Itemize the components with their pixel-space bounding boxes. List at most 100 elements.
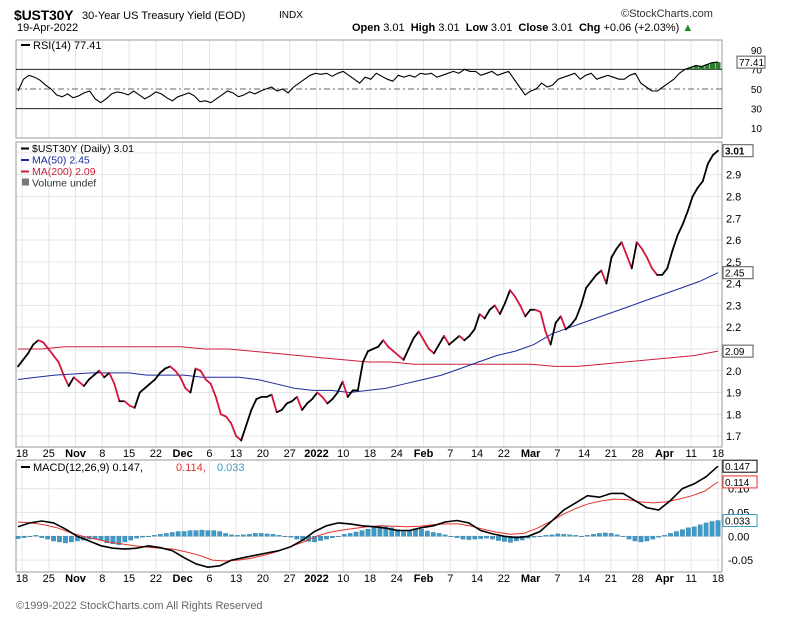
price-segment <box>691 186 699 198</box>
price-segment <box>630 241 638 270</box>
histogram-bar <box>448 536 454 538</box>
histogram-bar <box>531 536 537 538</box>
histogram-bar <box>247 534 252 537</box>
rsi-tick-label: 10 <box>751 124 763 135</box>
histogram-bar <box>294 536 300 540</box>
histogram-bar <box>365 528 371 537</box>
histogram-bar <box>63 536 68 544</box>
price-segment <box>387 345 395 353</box>
macd-xtick-label: 7 <box>554 573 560 585</box>
macd-xtick-label: Mar <box>521 573 541 585</box>
histogram-bar <box>371 526 377 537</box>
histogram-bar <box>614 534 620 537</box>
histogram-bar <box>395 529 401 537</box>
price-segment <box>331 391 339 400</box>
price-xtick-label: 7 <box>447 448 453 460</box>
histogram-bar <box>264 533 270 537</box>
price-segment <box>184 387 192 394</box>
price-segment <box>204 378 212 385</box>
price-segment <box>625 254 633 270</box>
price-tick-label: 2.2 <box>726 322 741 334</box>
price-segment <box>275 409 283 414</box>
rsi-panel: 90 70 50 30 10 RSI(14) 77.41 77.41 <box>15 39 766 139</box>
price-segment <box>504 289 511 305</box>
copyright-footer: ©1999-2022 StockCharts.com All Rights Re… <box>16 600 263 612</box>
price-segment <box>483 308 491 320</box>
price-segment <box>666 250 674 270</box>
histogram-bar <box>573 535 578 537</box>
histogram-bar <box>199 529 205 537</box>
histogram-bar <box>496 536 501 541</box>
macd-xtick-label: 18 <box>364 573 376 585</box>
macd-value-box <box>722 475 758 489</box>
histogram-bar <box>252 533 258 537</box>
price-segment <box>706 154 714 165</box>
price-xtick-label: Apr <box>655 448 675 460</box>
histogram-bar <box>490 536 495 540</box>
price-segment <box>549 321 557 346</box>
price-segment <box>696 180 704 189</box>
price-segment <box>83 378 90 387</box>
histogram-bar <box>15 536 21 539</box>
histogram-bar <box>146 536 151 538</box>
stockcharts-brand[interactable]: ©StockCharts.com <box>621 8 713 20</box>
price-panel: 3.02.92.82.72.62.52.42.32.22.12.01.91.81… <box>15 141 754 448</box>
price-segment <box>671 234 679 252</box>
macd-xtick-label: 28 <box>632 573 644 585</box>
histogram-bar <box>454 536 460 538</box>
price-segment <box>138 387 146 394</box>
price-segment <box>539 311 547 333</box>
histogram-bar <box>626 536 632 540</box>
histogram-bar <box>579 536 584 538</box>
price-segment <box>47 348 55 357</box>
histogram-bar <box>430 532 436 537</box>
ma50-value-label: 2.45 <box>725 269 745 280</box>
histogram-bar <box>549 534 555 537</box>
macd-xtick-label: 21 <box>605 573 617 585</box>
histogram-bar <box>217 531 223 537</box>
price-segment <box>701 162 709 183</box>
histogram-bar <box>620 536 626 538</box>
price-segment <box>605 256 613 285</box>
ma50-line <box>17 272 719 394</box>
rsi-value-box <box>736 55 766 69</box>
macd-xtick-label: 11 <box>686 573 697 585</box>
price-segment <box>346 389 354 398</box>
price-segment <box>377 339 385 348</box>
price-segment <box>113 382 121 403</box>
macd-tick-label: -0.05 <box>728 555 753 567</box>
price-segment <box>296 395 303 411</box>
histogram-bar <box>537 536 543 538</box>
ma200-line <box>18 346 719 367</box>
price-segment <box>498 302 506 316</box>
price-segment <box>433 343 440 355</box>
rsi-tick-label: 30 <box>751 105 763 116</box>
histogram-bar <box>330 536 335 538</box>
macd-xtick-label: Apr <box>655 573 675 585</box>
price-xtick-label: 8 <box>99 448 105 460</box>
open-value: 3.01 <box>383 22 405 34</box>
price-legend-label: $UST30Y (Daily) 3.01 <box>32 143 134 155</box>
price-xtick-label: 22 <box>150 448 162 460</box>
histogram-bar <box>715 520 721 537</box>
price-segment <box>316 391 324 398</box>
price-segment <box>488 304 496 311</box>
price-segment <box>245 409 253 427</box>
price-segment <box>443 334 451 346</box>
price-segment <box>620 241 628 257</box>
price-segment <box>214 395 222 416</box>
price-segment <box>575 304 582 320</box>
price-segment <box>392 350 400 357</box>
price-segment <box>311 391 319 400</box>
price-segment <box>37 339 45 344</box>
chg-label: Chg <box>578 22 601 34</box>
price-tick-label: 2.3 <box>726 300 741 312</box>
low-value: 3.01 <box>490 22 513 34</box>
histogram-bar <box>436 533 442 537</box>
histogram-bar <box>241 534 246 537</box>
price-segment <box>255 395 263 400</box>
histogram-bar <box>359 530 365 537</box>
histogram-bar <box>163 533 169 537</box>
price-tick-label: 2.0 <box>726 366 741 378</box>
